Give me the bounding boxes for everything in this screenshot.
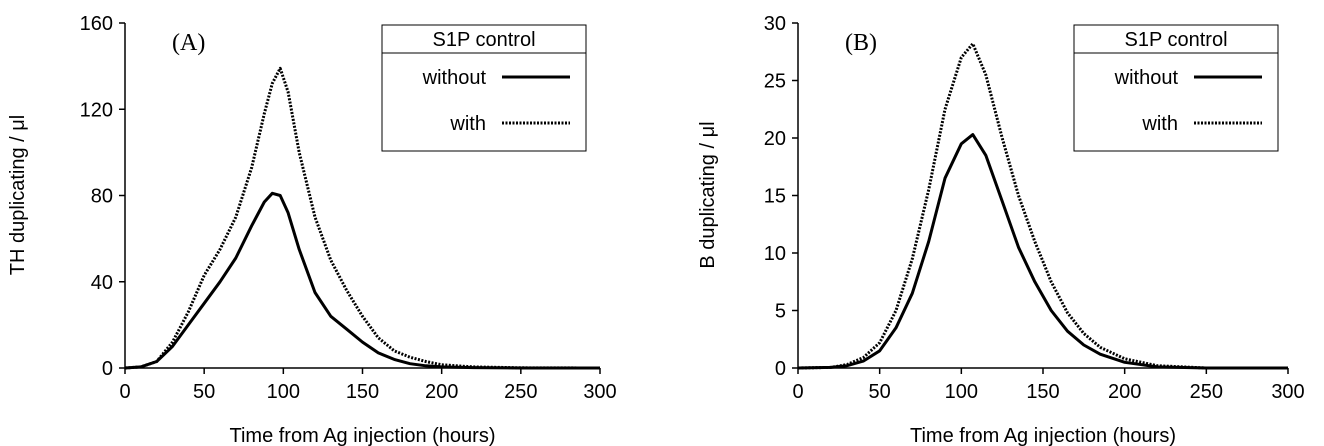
legend-label-with: with <box>1141 113 1178 135</box>
panel-label: (A) <box>172 30 205 56</box>
y-tick-label: 0 <box>775 358 786 380</box>
x-tick-label: 150 <box>346 381 379 403</box>
series-line-without <box>797 133 1288 370</box>
y-axis-title: TH duplicating / μl <box>7 115 29 275</box>
y-tick-label: 20 <box>764 128 786 150</box>
x-axis-title: Time from Ag injection (hours) <box>910 425 1176 446</box>
series-line-with <box>124 66 601 370</box>
y-axis-title: B duplicating / μl <box>697 121 719 268</box>
legend-box <box>1073 24 1279 152</box>
legend-title: S1P control <box>1124 29 1227 51</box>
y-tick-label: 30 <box>764 13 786 35</box>
y-tick-label: 80 <box>91 186 113 208</box>
x-tick-label: 50 <box>869 381 891 403</box>
x-tick-label: 0 <box>119 381 130 403</box>
x-tick-label: 100 <box>945 381 978 403</box>
y-tick-label: 40 <box>91 272 113 294</box>
x-tick-label: 300 <box>1271 381 1304 403</box>
x-tick-label: 250 <box>504 381 537 403</box>
legend-box <box>381 24 587 152</box>
legend-label-without: without <box>1114 67 1179 89</box>
series-line-without <box>124 191 600 370</box>
x-tick-label: 50 <box>193 381 215 403</box>
x-tick-label: 150 <box>1026 381 1059 403</box>
x-tick-label: 200 <box>1108 381 1141 403</box>
x-tick-label: 300 <box>583 381 616 403</box>
legend-label-with: with <box>449 113 486 135</box>
series-line-with <box>797 42 1288 370</box>
legend: S1P control without with <box>381 24 587 152</box>
x-tick-label: 250 <box>1190 381 1223 403</box>
chart-panel-a: 0 40 80 120 160 0 50 100 150 200 250 300 Time from A… <box>7 13 617 446</box>
x-tick-label: 0 <box>792 381 803 403</box>
y-tick-label: 25 <box>764 71 786 93</box>
legend-title: S1P control <box>432 29 535 51</box>
legend-label-without: without <box>422 67 487 89</box>
panel-label: (B) <box>845 30 877 56</box>
x-axis-title: Time from Ag injection (hours) <box>229 425 495 446</box>
legend: S1P control without with <box>1073 24 1279 152</box>
x-tick-label: 100 <box>267 381 300 403</box>
y-tick-label: 10 <box>764 243 786 265</box>
y-tick-label: 5 <box>775 301 786 323</box>
y-tick-label: 160 <box>80 13 113 35</box>
y-tick-label: 15 <box>764 186 786 208</box>
x-tick-label: 200 <box>425 381 458 403</box>
y-tick-label: 120 <box>80 99 113 121</box>
y-tick-label: 0 <box>102 358 113 380</box>
